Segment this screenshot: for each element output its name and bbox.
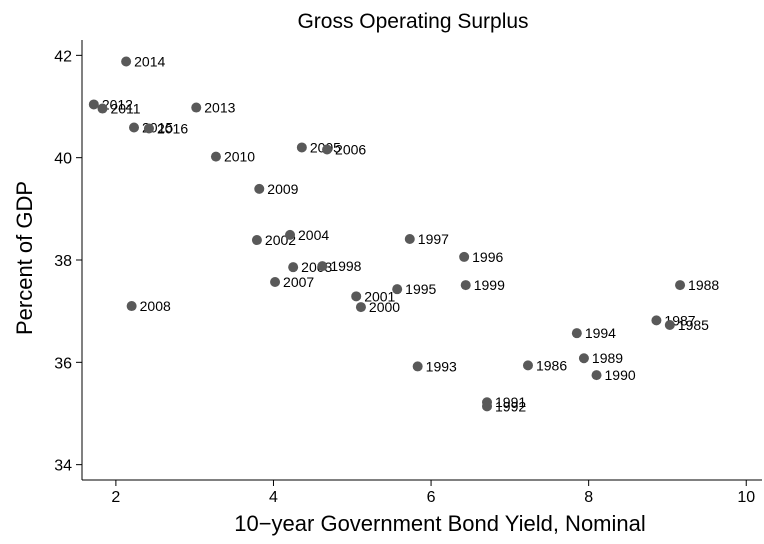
point-label: 1989 (592, 350, 623, 366)
point-label: 2006 (335, 141, 366, 157)
point (126, 301, 137, 312)
x-axis-title: 10−year Government Bond Yield, Nominal (234, 511, 646, 536)
y-tick-label: 38 (54, 253, 72, 270)
x-tick-label: 8 (584, 489, 593, 506)
x-tick-label: 10 (737, 489, 755, 506)
point-label: 2012 (102, 96, 133, 112)
point (522, 360, 533, 371)
point-label: 1985 (678, 317, 709, 333)
point-label: 1993 (426, 358, 457, 374)
point (571, 328, 582, 339)
y-axis-title: Percent of GDP (12, 181, 37, 335)
point-label: 2003 (301, 259, 332, 275)
y-tick-label: 42 (54, 48, 72, 65)
point (404, 234, 415, 245)
point-label: 1986 (536, 357, 567, 373)
point (88, 99, 99, 110)
point (578, 353, 589, 364)
point (97, 103, 108, 114)
x-tick-label: 6 (427, 489, 436, 506)
point-label: 1997 (418, 231, 449, 247)
point-label: 1992 (495, 398, 526, 414)
x-tick-label: 2 (111, 489, 120, 506)
point-label: 1991 (495, 394, 526, 410)
point (251, 235, 262, 246)
point (412, 361, 423, 372)
point-label: 1990 (605, 367, 636, 383)
point-label: 1996 (472, 249, 503, 265)
y-tick-label: 34 (54, 458, 72, 475)
point-label: 2000 (369, 299, 400, 315)
point-label: 1998 (330, 258, 361, 274)
point-label: 2011 (110, 101, 140, 117)
point-label: 1995 (405, 281, 436, 297)
point-label: 2014 (134, 53, 165, 69)
point (129, 122, 140, 133)
point-label: 2001 (364, 288, 395, 304)
point (664, 319, 675, 330)
point (270, 277, 281, 287)
point-label: 2013 (204, 100, 235, 116)
point (351, 291, 362, 302)
point (143, 123, 154, 134)
point (459, 251, 470, 262)
point (285, 229, 296, 240)
point (392, 284, 403, 295)
point-label: 2004 (298, 227, 329, 243)
point-label: 1994 (585, 325, 616, 341)
point (675, 280, 686, 291)
point (210, 151, 221, 162)
point (254, 183, 265, 194)
point (591, 370, 602, 381)
point (651, 315, 662, 326)
point-label: 1988 (688, 277, 719, 293)
point (482, 401, 493, 412)
point (288, 262, 299, 273)
point-label: 2007 (283, 274, 314, 290)
x-tick-label: 4 (269, 489, 278, 506)
point-label: 2008 (140, 298, 171, 314)
y-tick-label: 40 (54, 151, 72, 168)
point-label: 2009 (267, 181, 298, 197)
point (322, 144, 333, 155)
point (317, 261, 328, 272)
point-label: 2010 (224, 149, 255, 165)
point (460, 280, 471, 291)
point-label: 1999 (474, 277, 505, 293)
point (355, 302, 366, 313)
point (191, 102, 202, 113)
chart-title: Gross Operating Surplus (297, 10, 528, 33)
point (121, 56, 132, 67)
point (296, 142, 307, 153)
y-tick-label: 36 (54, 355, 72, 372)
point-label: 2016 (157, 121, 188, 137)
